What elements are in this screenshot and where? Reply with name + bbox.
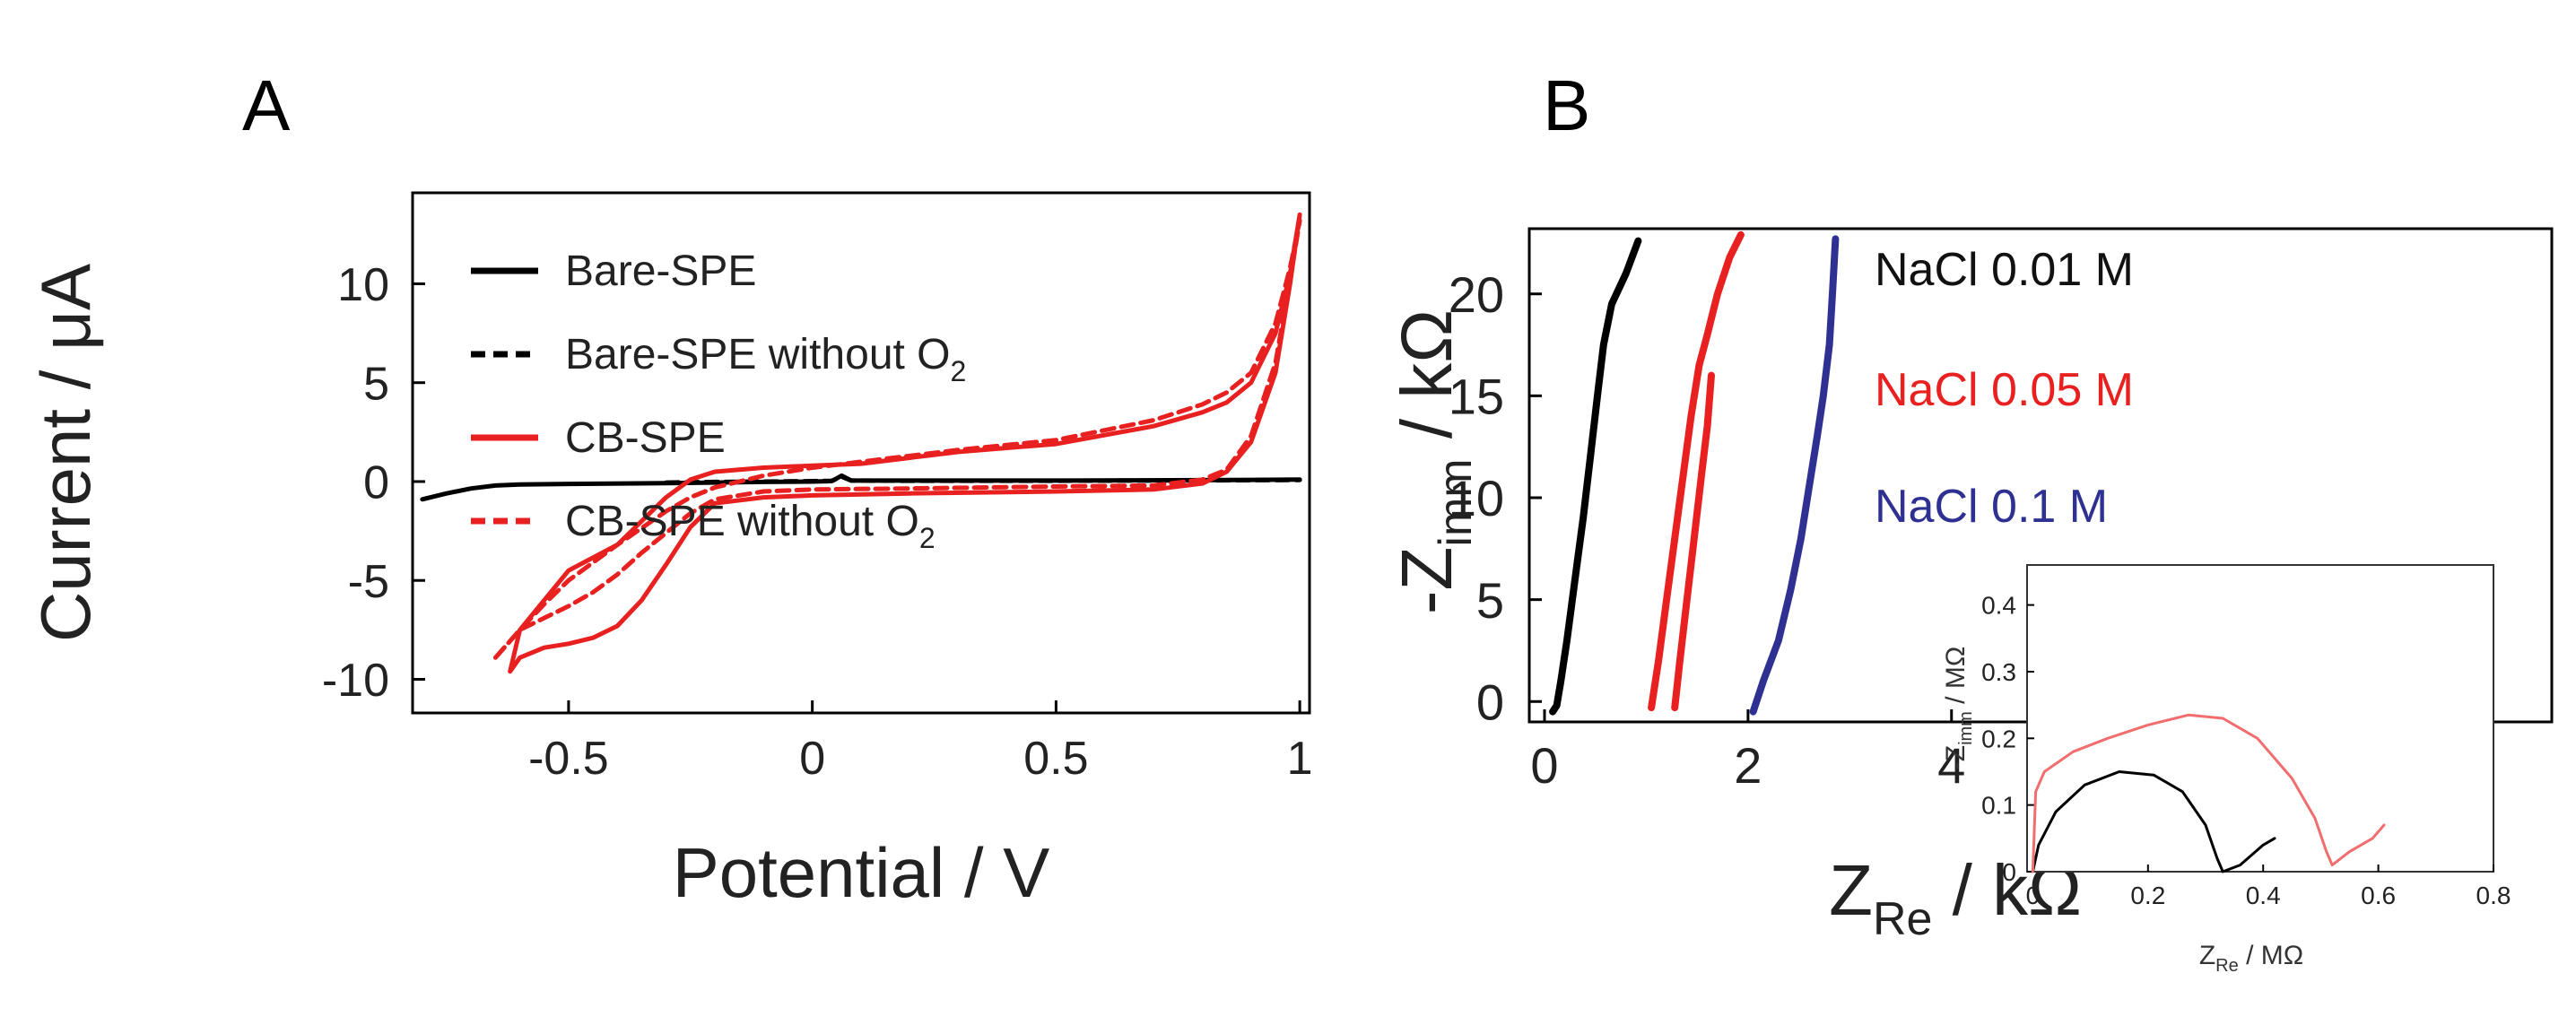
inset-x-axis-label-sub: Re xyxy=(2215,956,2239,976)
a-x-tick-label: 0.5 xyxy=(1023,733,1088,785)
b-y-tick-label: 15 xyxy=(1449,369,1504,425)
legend-label-bare-spe: Bare-SPE xyxy=(565,248,756,295)
inset-series-inset-red xyxy=(2031,713,2386,873)
b-y-tick-label: 0 xyxy=(1476,673,1504,730)
legend-label-cb-spe-no-o2: CB-SPE without O2 xyxy=(565,498,936,554)
b-series-nacl-0-05-m-2 xyxy=(1671,371,1715,712)
legend-label-bare-spe-no-o2: Bare-SPE without O2 xyxy=(565,331,966,387)
legend-label-nacl-01: NaCl 0.1 M xyxy=(1875,481,2108,533)
a-x-tick-label: -0.5 xyxy=(528,733,609,785)
legend-b: NaCl 0.01 M NaCl 0.05 M NaCl 0.1 M xyxy=(1875,244,2134,533)
y-axis-label-b-main: -Z xyxy=(1387,547,1466,615)
inset-plot-area xyxy=(2026,564,2494,873)
legend-label-nacl-005: NaCl 0.05 M xyxy=(1875,364,2134,416)
inset-series-inset-black xyxy=(2031,770,2276,873)
x-axis-label-b-main: Z xyxy=(1829,850,1873,930)
inset-y-tick-label: 0.4 xyxy=(1981,592,2016,620)
legend-sub-cb-spe-no-o2: 2 xyxy=(919,522,936,554)
a-series-bare-spe-without-o2 xyxy=(664,474,1302,485)
a-series-cb-spe-without-o2 xyxy=(492,218,1302,660)
y-ticks-a: -10 -5 0 5 10 xyxy=(322,259,425,707)
a-y-tick-label: -5 xyxy=(348,556,389,608)
b-y-tick-label: 20 xyxy=(1449,266,1504,323)
a-x-tick-label: 0 xyxy=(799,733,825,785)
inset-y-axis-label-suffix: / MΩ xyxy=(1941,647,1971,711)
panel-label-b: B xyxy=(1543,65,1590,145)
inset-x-tick-label: 0.6 xyxy=(2361,882,2396,909)
b-y-tick-label: 10 xyxy=(1449,470,1504,526)
inset-y-axis-label: -Zimm / MΩ xyxy=(1941,647,1976,771)
legend-text-bare-spe-no-o2: Bare-SPE without O xyxy=(565,331,951,378)
inset-x-tick-label: 0.4 xyxy=(2246,882,2281,909)
legend-sub-bare-spe-no-o2: 2 xyxy=(951,355,967,387)
inset-x-tick-label: 0.2 xyxy=(2130,882,2165,909)
panel-label-a: A xyxy=(242,65,291,145)
y-ticks-b: 0 5 10 15 20 xyxy=(1449,266,1542,730)
series-group-a xyxy=(420,212,1302,674)
a-y-tick-label: 10 xyxy=(337,259,389,311)
a-y-tick-label: -10 xyxy=(322,655,389,707)
a-x-tick-label: 1 xyxy=(1287,733,1313,785)
legend-label-cb-spe: CB-SPE xyxy=(565,414,726,462)
x-axis-label-a: Potential / V xyxy=(673,833,1050,912)
inset-x-ticks: 0 0.2 0.4 0.6 0.8 xyxy=(2026,865,2511,909)
a-y-tick-label: 0 xyxy=(363,457,389,509)
inset-y-tick-label: 0 xyxy=(2002,858,2016,886)
b-y-tick-label: 5 xyxy=(1476,572,1504,629)
inset-x-tick-label: 0 xyxy=(2026,882,2041,909)
b-x-tick-label: 2 xyxy=(1734,737,1762,794)
y-axis-label-b-sub: imm xyxy=(1430,458,1482,546)
inset-y-axis-label-sub: imm xyxy=(1956,711,1976,745)
b-series-nacl-0-05-m xyxy=(1648,230,1745,712)
inset-y-tick-label: 0.2 xyxy=(1981,725,2016,752)
y-axis-label-a: Current / μA xyxy=(26,264,105,642)
inset-x-axis-label-suffix: / MΩ xyxy=(2239,941,2303,970)
b-series-nacl-0-01-m xyxy=(1549,237,1642,716)
a-y-tick-label: 5 xyxy=(363,358,389,410)
plot-area-a xyxy=(411,191,1311,715)
inset-x-axis-label: ZRe / MΩ xyxy=(2199,941,2303,976)
inset-x-tick-label: 0.8 xyxy=(2476,882,2511,909)
inset-series-group xyxy=(2031,713,2386,873)
inset-y-axis-label-main: -Z xyxy=(1941,745,1971,770)
b-x-tick-label: 0 xyxy=(1530,737,1558,794)
series-group-b xyxy=(1549,230,1840,716)
b-series-nacl-0-1-m xyxy=(1749,235,1840,716)
inset-y-tick-label: 0.1 xyxy=(1981,792,2016,820)
x-axis-label-b-sub: Re xyxy=(1873,893,1932,945)
inset-y-tick-label: 0.3 xyxy=(1981,658,2016,686)
x-ticks-a: -0.5 0 0.5 1 xyxy=(528,700,1313,785)
y-axis-label-b: -Zimm / kΩ xyxy=(1387,309,1482,614)
legend-label-nacl-001: NaCl 0.01 M xyxy=(1875,244,2134,296)
legend-text-cb-spe-no-o2: CB-SPE without O xyxy=(565,498,919,545)
y-axis-label-b-suffix: / kΩ xyxy=(1387,309,1466,458)
b-x-tick-label: 4 xyxy=(1937,737,1965,794)
panel-a: A -0.5 0 0.5 1 -10 -5 0 5 10 Potential / V Curr… xyxy=(26,65,1313,912)
inset-x-axis-label-main: Z xyxy=(2199,941,2215,970)
inset-plot: 0 0.2 0.4 0.6 0.8 0 0.1 0.2 0.3 0.4 ZRe / MΩ -Zi… xyxy=(1941,564,2511,976)
legend-a: Bare-SPE Bare-SPE without O2 CB-SPE CB-S… xyxy=(471,248,966,554)
inset-y-ticks: 0 0.1 0.2 0.3 0.4 xyxy=(1981,592,2034,886)
